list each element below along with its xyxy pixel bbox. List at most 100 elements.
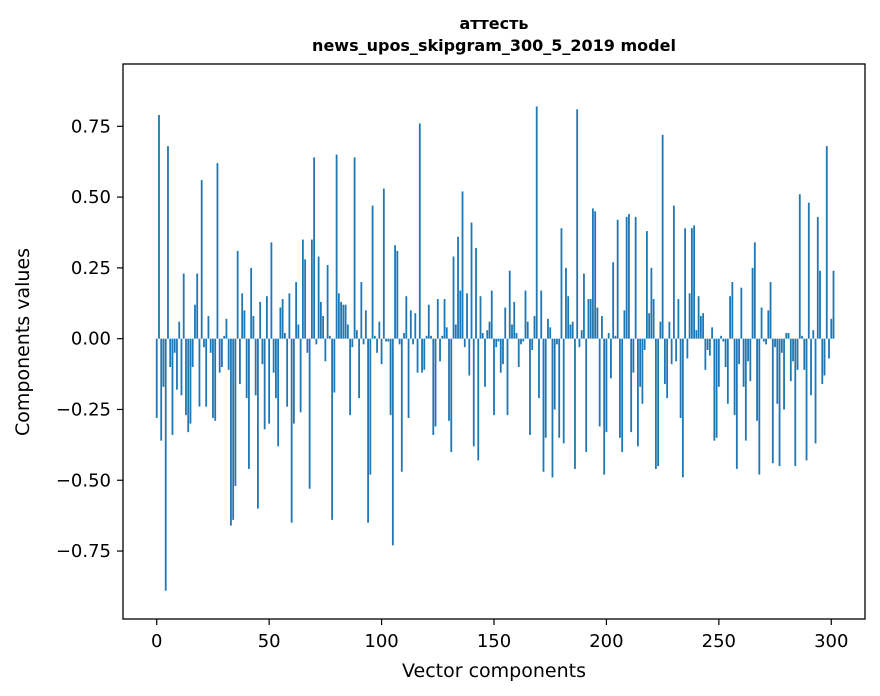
bar-component-71: [315, 338, 318, 345]
bar-component-175: [549, 327, 552, 339]
bar-component-132: [452, 256, 455, 339]
bar-component-260: [740, 287, 743, 339]
bar-component-270: [762, 338, 765, 342]
bar-component-184: [569, 324, 572, 339]
bar-component-181: [562, 338, 565, 444]
bar-component-299: [828, 338, 830, 359]
y-axis-label: Components values: [12, 248, 34, 436]
bar-component-158: [511, 324, 513, 339]
bar-component-50: [268, 338, 271, 424]
bar-component-267: [756, 338, 758, 421]
bar-component-30: [223, 335, 226, 339]
chart-title-line-1: аттесть: [459, 14, 528, 33]
bar-component-110: [403, 333, 405, 339]
bar-component-75: [324, 338, 327, 362]
bar-component-293: [814, 338, 817, 444]
bar-component-188: [578, 338, 581, 348]
bar-component-252: [722, 338, 725, 342]
bar-component-7: [171, 338, 174, 435]
bar-component-243: [702, 313, 705, 339]
bar-component-70: [313, 157, 316, 339]
bar-component-108: [398, 338, 401, 345]
bar-component-227: [666, 338, 669, 399]
y-tick-label: −0.50: [56, 470, 111, 491]
bar-component-174: [547, 318, 549, 339]
bar-component-37: [239, 338, 241, 384]
bar-component-291: [810, 338, 812, 396]
bar-component-202: [610, 338, 612, 379]
bar-component-38: [241, 293, 244, 339]
bar-component-148: [488, 321, 491, 339]
bar-component-255: [729, 296, 731, 339]
bar-component-96: [371, 205, 374, 339]
bar-component-153: [499, 338, 502, 373]
bar-component-65: [301, 239, 304, 339]
bar-component-241: [697, 296, 700, 339]
bar-component-172: [542, 338, 545, 472]
bar-component-208: [623, 310, 626, 339]
bar-component-144: [479, 296, 482, 339]
x-tick-label: 150: [477, 631, 511, 652]
x-tick-label: 0: [151, 631, 162, 652]
bar-component-131: [450, 338, 453, 452]
bar-component-213: [634, 216, 637, 339]
bar-component-27: [216, 163, 219, 339]
bar-component-76: [326, 265, 329, 339]
chart-title-line-2: news_upos_skipgram_300_5_2019 model: [312, 36, 676, 55]
bar-component-212: [632, 338, 635, 373]
bar-component-133: [454, 324, 457, 339]
bar-component-162: [520, 338, 522, 345]
bar-component-239: [693, 225, 696, 339]
bar-component-72: [317, 256, 320, 339]
bar-component-157: [508, 270, 511, 339]
y-tick-label: −0.75: [56, 541, 111, 562]
bar-component-156: [506, 338, 509, 416]
bar-component-272: [767, 310, 770, 339]
y-tick-label: 0.00: [71, 329, 111, 350]
bar-component-201: [607, 333, 610, 339]
bar-component-273: [769, 282, 772, 339]
bar-component-14: [187, 338, 190, 433]
bar-component-105: [391, 338, 394, 546]
bar-component-180: [560, 228, 563, 339]
bar-component-289: [805, 338, 808, 461]
bar-component-47: [261, 338, 264, 365]
bar-component-187: [576, 109, 579, 339]
bar-component-46: [259, 301, 262, 339]
bar-component-182: [565, 267, 567, 339]
bar-component-197: [598, 338, 601, 427]
y-axis-ticks: −0.75 −0.50 −0.25 0.00 0.25 0.50 0.75: [56, 116, 123, 562]
bar-component-240: [695, 330, 698, 339]
bar-component-119: [423, 338, 426, 370]
bar-component-229: [670, 338, 673, 365]
bar-component-203: [612, 262, 615, 339]
bar-component-58: [286, 338, 289, 407]
bar-component-73: [319, 301, 322, 339]
bar-component-284: [794, 338, 797, 467]
bar-component-189: [580, 330, 583, 339]
bar-component-52: [272, 338, 275, 373]
bar-component-177: [553, 338, 556, 410]
bar-component-122: [430, 335, 432, 339]
bar-component-183: [567, 296, 570, 339]
bar-component-35: [234, 338, 237, 486]
bar-component-114: [412, 338, 414, 345]
bar-component-246: [708, 338, 711, 356]
bar-component-23: [207, 316, 210, 339]
x-tick-label: 50: [258, 631, 281, 652]
bar-component-66: [304, 259, 307, 339]
bar-component-74: [322, 316, 325, 339]
bar-component-19: [198, 338, 201, 407]
bar-component-118: [421, 338, 423, 373]
bar-component-261: [742, 338, 745, 387]
bar-component-90: [358, 338, 360, 399]
bar-component-163: [522, 338, 525, 342]
bar-component-173: [544, 338, 547, 438]
bar-component-194: [592, 208, 594, 339]
x-axis-ticks: 0 50 100 150 200 250 300: [151, 619, 848, 652]
bar-component-206: [619, 338, 621, 438]
bar-component-51: [270, 242, 273, 339]
bar-component-271: [765, 338, 767, 345]
bar-component-235: [684, 228, 687, 339]
